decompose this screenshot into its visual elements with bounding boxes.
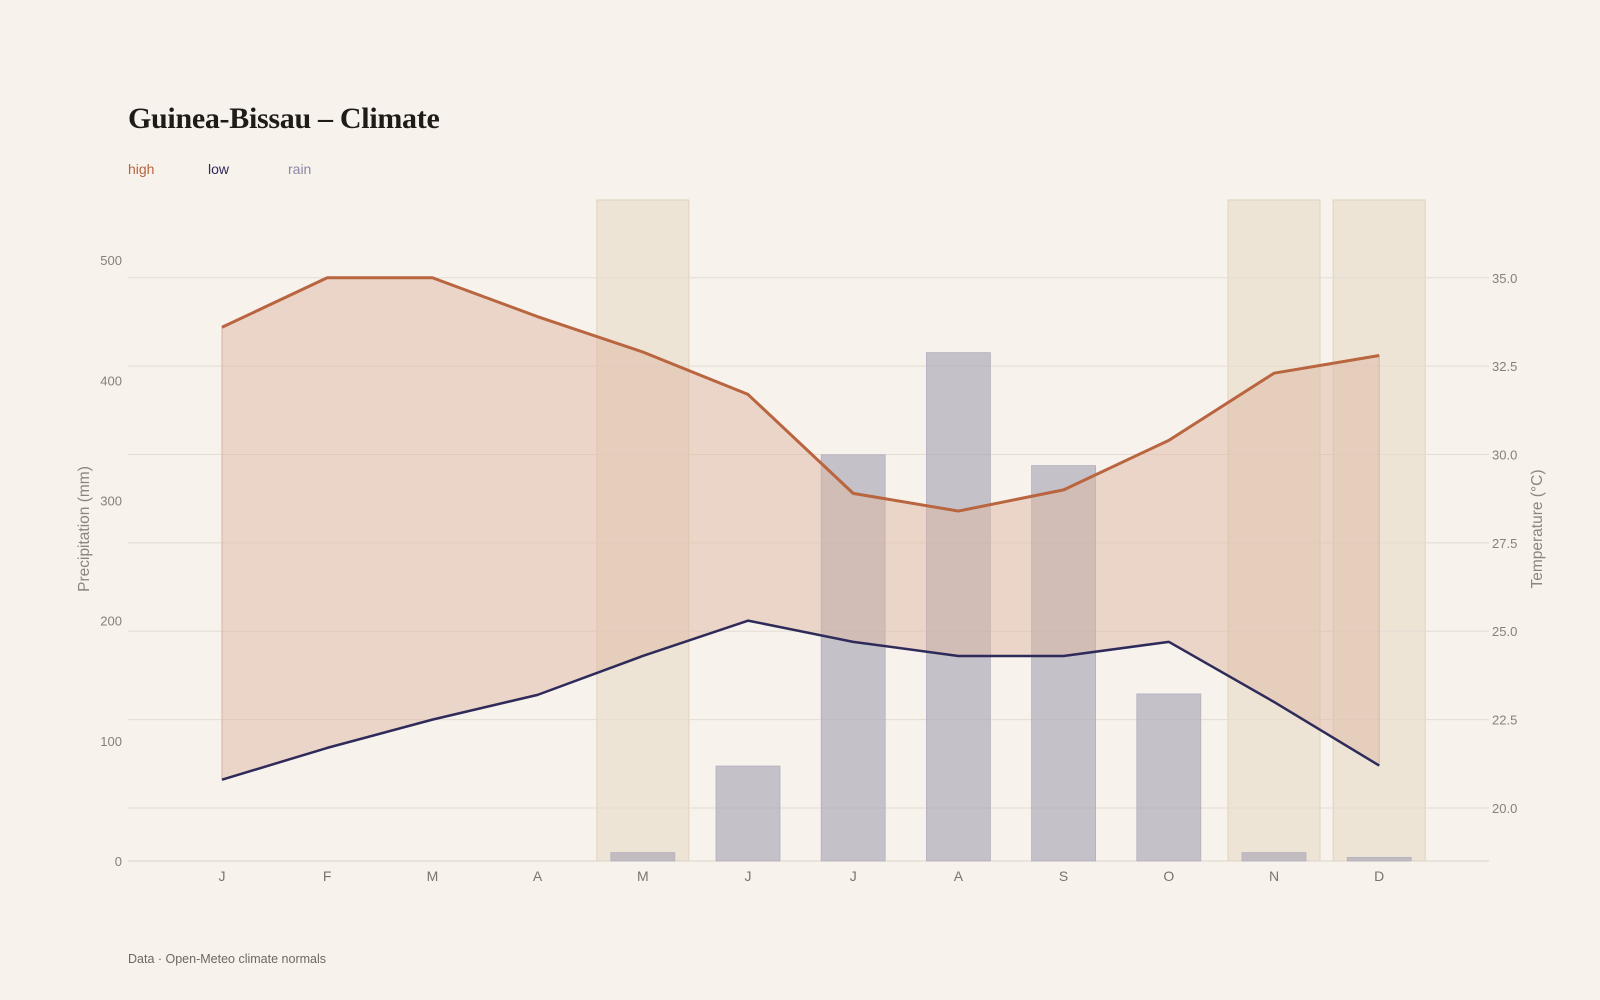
x-tick-label: S [1059,868,1068,884]
left-tick-label: 500 [100,253,122,268]
x-tick-label: J [745,868,752,884]
right-tick-label: 22.5 [1492,713,1517,728]
rain-bar-5 [715,765,781,862]
left-tick-label: 200 [100,614,122,629]
x-tick-label: M [427,868,439,884]
legend-rain: rain [288,161,312,177]
source-note: Data · Open-Meteo climate normals [128,952,326,966]
chart-title: Guinea-Bissau – Climate [128,102,440,135]
temperature-range-band [221,277,1380,781]
left-tick-label: 300 [100,493,122,508]
x-tick-label: O [1163,868,1174,884]
legend-high: high [128,161,155,177]
temperature-band [221,277,1380,781]
left-tick-label: 400 [100,373,122,388]
rain-bar-9 [1136,693,1202,862]
x-tick-label: A [954,868,964,884]
low-temperature-line [221,619,1380,781]
left-tick-label: 100 [100,734,122,749]
x-tick-label: J [850,868,857,884]
x-tick-label: D [1374,868,1384,884]
x-tick-label: N [1269,868,1279,884]
right-tick-label: 30.0 [1492,448,1517,463]
rain-bar-11 [1346,856,1412,862]
rain-bar-10 [1241,852,1307,862]
left-axis-title: Precipitation (mm) [76,466,93,592]
left-tick-label: 0 [115,854,122,869]
x-tick-label: M [637,868,649,884]
high-temperature-line [221,276,1380,513]
rain-bar-4 [610,852,676,862]
x-tick-label: J [219,868,226,884]
right-tick-label: 35.0 [1492,271,1517,286]
right-tick-label: 32.5 [1492,359,1517,374]
right-axis-ticks: 20.0 22.5 25.0 27.5 30.0 32.5 35.0 [1492,271,1517,816]
right-axis-title: Temperature (°C) [1529,469,1546,588]
temperature-lines [221,276,1380,781]
right-tick-label: 20.0 [1492,801,1517,816]
legend-low: low [208,161,230,177]
right-tick-label: 25.0 [1492,624,1517,639]
x-tick-label: A [533,868,543,884]
right-tick-label: 27.5 [1492,536,1517,551]
x-tick-label: F [323,868,332,884]
left-axis-ticks: 0 100 200 300 400 500 [100,253,122,869]
